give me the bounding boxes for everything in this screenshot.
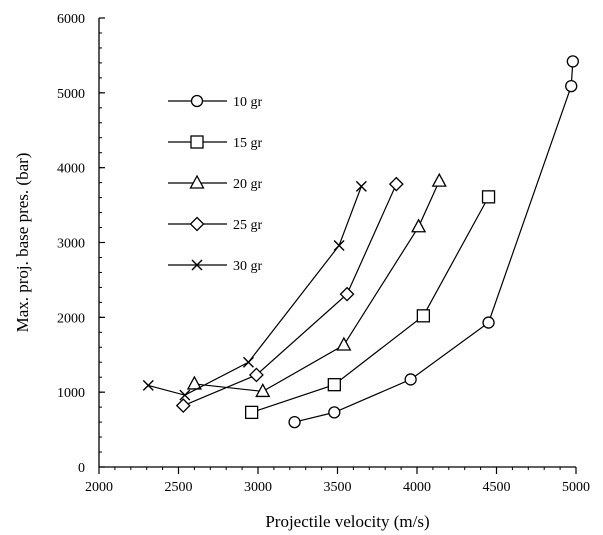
legend-item: 15 gr — [168, 135, 263, 151]
data-point — [327, 378, 341, 392]
legend-marker — [191, 259, 203, 271]
x-tick-label: 2500 — [165, 480, 193, 495]
x-tick-label: 3500 — [324, 480, 352, 495]
series-layer — [142, 55, 579, 429]
legend-item: 20 gr — [168, 174, 263, 192]
legend-label: 20 gr — [233, 177, 263, 192]
series-20-gr — [186, 172, 447, 398]
data-point — [410, 218, 427, 233]
x-tick-label: 4500 — [483, 480, 511, 495]
legend: 10 gr 15 gr 20 gr 25 gr 30 gr — [168, 94, 263, 274]
data-point — [339, 286, 355, 302]
data-point — [186, 375, 202, 390]
x-tick-label: 5000 — [562, 480, 590, 495]
series-line — [194, 180, 440, 393]
x-tick-label: 4000 — [403, 480, 431, 495]
series-25-gr — [175, 176, 404, 414]
legend-label: 10 gr — [233, 95, 263, 110]
data-point — [255, 383, 271, 398]
y-tick-label: 3000 — [57, 237, 85, 252]
data-point — [404, 373, 417, 386]
series-line — [183, 183, 397, 407]
x-axis-title: Projectile velocity (m/s) — [265, 512, 429, 531]
data-point — [328, 406, 341, 419]
axes: 2000 2500 3000 3500 4000 4500 5000 0 1000 2000 300… — [57, 12, 590, 495]
data-point — [565, 79, 578, 93]
data-point — [388, 176, 404, 192]
legend-marker — [190, 94, 204, 108]
series-15-gr — [244, 190, 496, 420]
data-point — [175, 398, 191, 414]
data-point — [244, 405, 259, 420]
data-point — [416, 309, 431, 323]
data-point — [481, 190, 496, 204]
data-point — [248, 367, 264, 383]
data-point — [333, 239, 345, 251]
y-tick-label: 4000 — [57, 162, 85, 177]
series-line — [251, 196, 490, 413]
data-point — [336, 336, 352, 351]
data-point — [355, 180, 367, 192]
data-point — [431, 172, 447, 187]
y-tick-label: 5000 — [57, 87, 85, 102]
legend-marker — [189, 174, 205, 189]
data-point — [566, 55, 579, 68]
y-tick-label: 1000 — [57, 386, 85, 401]
series-30-gr — [142, 180, 367, 401]
legend-label: 25 gr — [233, 218, 263, 233]
data-point — [142, 379, 154, 391]
y-tick-label: 2000 — [57, 311, 85, 326]
data-point — [482, 316, 495, 329]
data-point — [288, 415, 301, 429]
legend-label: 15 gr — [233, 136, 263, 151]
y-tick-label: 0 — [78, 461, 85, 476]
legend-marker — [189, 216, 205, 232]
data-point — [179, 389, 191, 401]
legend-item: 10 gr — [168, 94, 263, 110]
y-axis-title: Max. proj. base pres. (bar) — [13, 153, 32, 333]
x-tick-label: 2000 — [85, 480, 113, 495]
legend-item: 25 gr — [168, 216, 263, 233]
series-10-gr — [288, 55, 579, 429]
legend-item: 30 gr — [168, 259, 263, 274]
legend-label: 30 gr — [233, 259, 263, 274]
x-tick-label: 3000 — [244, 480, 272, 495]
y-tick-label: 6000 — [57, 12, 85, 27]
data-point — [242, 356, 254, 368]
legend-marker — [190, 135, 204, 149]
